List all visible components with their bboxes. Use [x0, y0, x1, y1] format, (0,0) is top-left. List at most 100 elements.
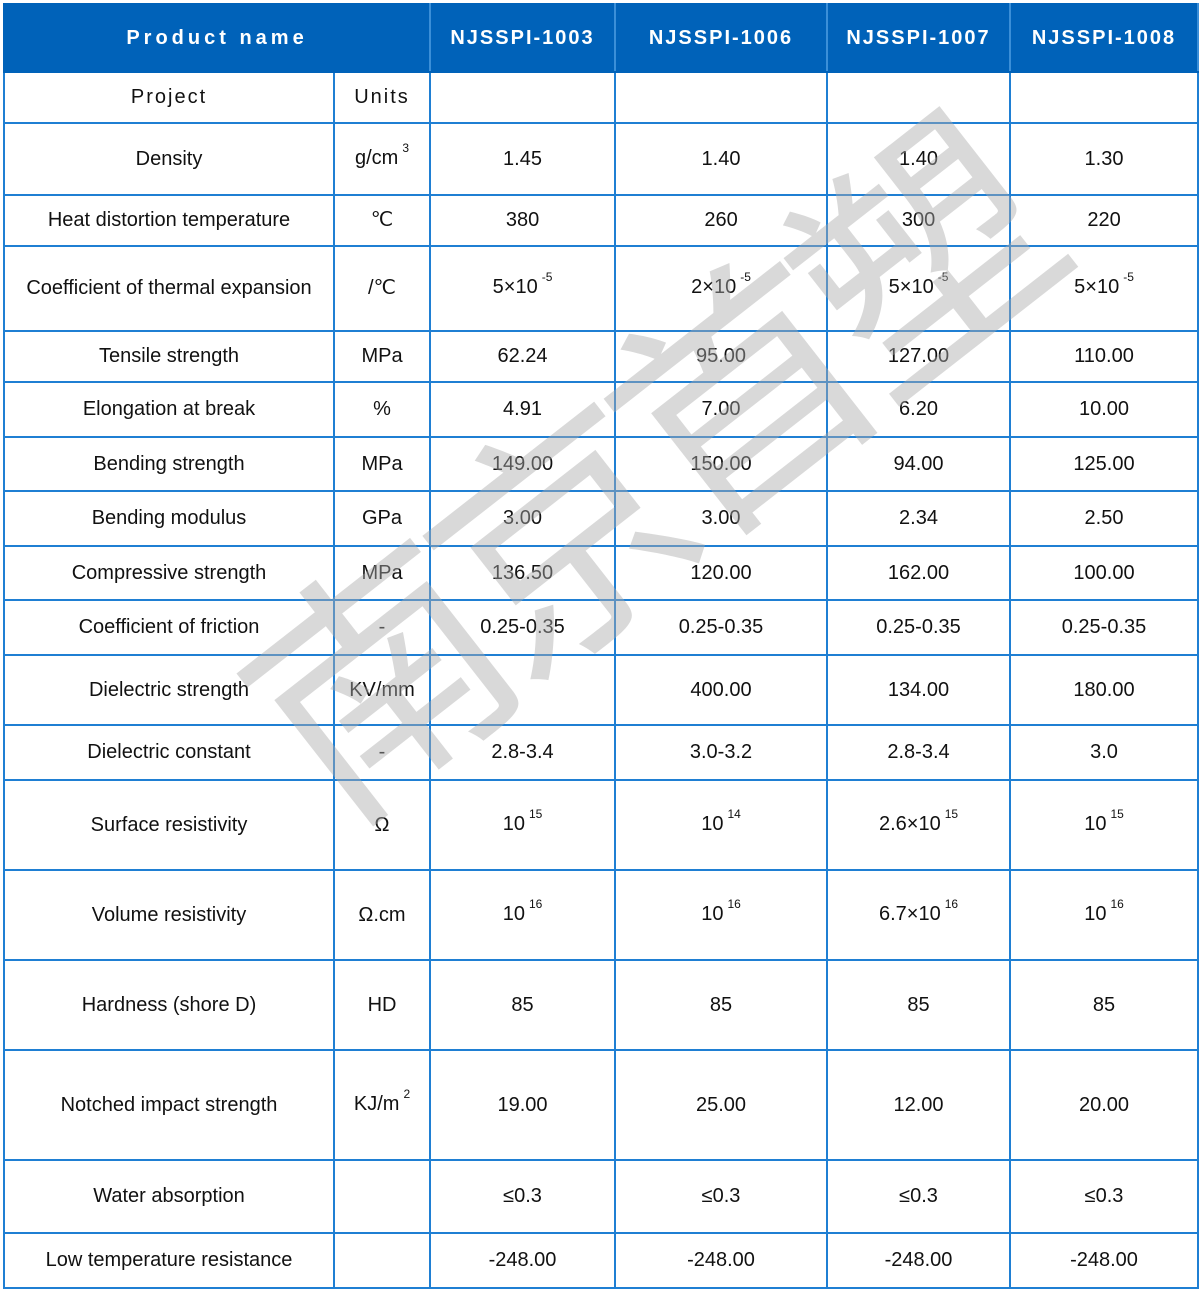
value-cell-text: 1.40 [701, 147, 741, 170]
empty-cell [826, 71, 1012, 124]
value-cell: ≤0.3 [429, 1159, 617, 1234]
value-cell-text: ≤0.3 [701, 1185, 741, 1207]
empty-cell [614, 71, 829, 124]
unit-cell-text: KJ/m [353, 1092, 400, 1115]
value-cell: 2.6×10 15 [826, 779, 1012, 871]
value-cell-text: 1.45 [503, 147, 542, 170]
value-cell: 380 [429, 194, 617, 247]
unit-cell: /℃ [332, 245, 432, 332]
value-cell: 62.24 [429, 330, 617, 383]
unit-cell-text: HD [367, 993, 397, 1016]
unit-cell-text: Ω.cm [358, 903, 406, 926]
product-header: NJSSPI-1006 [614, 3, 829, 73]
unit-cell: g/cm 3 [332, 122, 432, 196]
value-cell-text: 3.00 [503, 507, 542, 529]
value-cell-text: 3.0 [1090, 741, 1118, 763]
value-cell: 110.00 [1009, 330, 1200, 383]
value-cell: 2.50 [1009, 490, 1200, 547]
value-cell: 1.45 [429, 122, 617, 196]
value-cell: 10 15 [429, 779, 617, 871]
table-row: Dielectric constant - 2.8-3.4 3.0-3.2 2.8-3.… [3, 724, 1200, 781]
value-cell: 400.00 [614, 654, 829, 726]
value-cell-text: 5×10 [1074, 276, 1120, 298]
value-cell-text: 62.24 [497, 345, 548, 367]
table-row: Bending strength MPa 149.00 150.00 94.00 125.… [3, 436, 1200, 492]
product-name-label: Product name [2, 3, 432, 73]
unit-cell: ℃ [332, 194, 432, 247]
value-cell-text: 25.00 [695, 1093, 747, 1116]
superscript: 16 [528, 896, 543, 911]
value-cell-text: 85 [511, 993, 534, 1016]
value-cell: 10.00 [1009, 381, 1200, 438]
table-row: Hardness (shore D) HD 85 85 85 85 [3, 959, 1200, 1051]
value-cell-text: 220 [1087, 209, 1121, 231]
value-cell-text: ≤0.3 [899, 1185, 938, 1207]
project-cell: Coefficient of thermal expansion [3, 245, 335, 332]
project-cell: Dielectric strength [3, 654, 335, 726]
value-cell: 162.00 [826, 545, 1012, 601]
table-row: Heat distortion temperature ℃ 380 260 300 220 [3, 194, 1200, 247]
superscript: 16 [944, 896, 959, 911]
value-cell-text: 2×10 [691, 276, 737, 298]
unit-cell-text: - [378, 741, 386, 763]
value-cell: 0.25-0.35 [1009, 599, 1200, 656]
value-cell: 127.00 [826, 330, 1012, 383]
table-row: Volume resistivity Ω.cm 10 16 10 16 6.7×10 16 10… [3, 869, 1200, 961]
unit-cell: MPa [332, 545, 432, 601]
product-header: NJSSPI-1008 [1009, 3, 1200, 73]
unit-cell: Ω [332, 779, 432, 871]
value-cell: -248.00 [429, 1232, 617, 1289]
value-cell: -248.00 [826, 1232, 1012, 1289]
value-cell: 150.00 [614, 436, 829, 492]
table-row: Tensile strength MPa 62.24 95.00 127.00 110.0… [3, 330, 1200, 383]
unit-cell-text: MPa [361, 452, 403, 475]
value-cell: 6.20 [826, 381, 1012, 438]
value-cell: 85 [429, 959, 617, 1051]
value-cell: 85 [1009, 959, 1200, 1051]
value-cell-text: 134.00 [887, 678, 950, 701]
table-row: Elongation at break% 4.91 7.00 6.20 10.00 [3, 381, 1200, 438]
project-cell: Bending strength [3, 436, 335, 492]
value-cell: 0.25-0.35 [614, 599, 829, 656]
unit-cell-text: g/cm [354, 146, 399, 169]
table-row: Low temperature resistance -248.00 -248.00… [3, 1232, 1200, 1289]
table-row: Notched impact strength KJ/m 2 19.00 25.00 12… [3, 1049, 1200, 1161]
project-cell: Water absorption [3, 1159, 335, 1234]
value-cell-text: 7.00 [701, 398, 741, 420]
table-row: Density g/cm 3 1.45 1.40 1.40 1.30 [3, 122, 1200, 196]
value-cell: 125.00 [1009, 436, 1200, 492]
empty-cell [1009, 71, 1200, 124]
value-cell: 5×10 -5 [826, 245, 1012, 332]
subheader-row: Project Units [3, 71, 1200, 124]
value-cell: 220 [1009, 194, 1200, 247]
value-cell: 120.00 [614, 545, 829, 601]
unit-cell-text: ℃ [370, 209, 394, 231]
project-cell: Low temperature resistance [3, 1232, 335, 1289]
unit-cell: - [332, 599, 432, 656]
value-cell-text: 85 [709, 993, 733, 1016]
unit-cell-text: MPa [361, 561, 403, 584]
table-row: Coefficient of friction - 0.25-0.35 0.25-0.… [3, 599, 1200, 656]
unit-cell: MPa [332, 330, 432, 383]
unit-cell: KV/mm [332, 654, 432, 726]
value-cell: 1.30 [1009, 122, 1200, 196]
table-row: Surface resistivity Ω 10 15 10 14 2.6×10 15 10 15 [3, 779, 1200, 871]
value-cell-text: 300 [901, 209, 936, 231]
value-cell: 10 16 [1009, 869, 1200, 961]
value-cell: 3.00 [614, 490, 829, 547]
value-cell-text: 10 [1084, 902, 1107, 925]
value-cell-text: 10 [701, 902, 724, 925]
unit-cell: MPa [332, 436, 432, 492]
value-cell: 136.50 [429, 545, 617, 601]
value-cell-text: 1.30 [1084, 147, 1124, 170]
table-row: Water absorption ≤0.3 ≤0.3 ≤0.3 ≤0.3 [3, 1159, 1200, 1234]
value-cell-text: 2.6×10 [878, 812, 941, 835]
value-cell: 25.00 [614, 1049, 829, 1161]
unit-cell-text: Ω [374, 813, 390, 836]
value-cell: 12.00 [826, 1049, 1012, 1161]
value-cell-text: 10 [502, 812, 525, 835]
value-cell-text: 2.34 [899, 507, 938, 529]
units-label: Units [332, 71, 432, 124]
value-cell-text: 10.00 [1078, 398, 1130, 420]
value-cell-text: 110.00 [1074, 345, 1134, 367]
